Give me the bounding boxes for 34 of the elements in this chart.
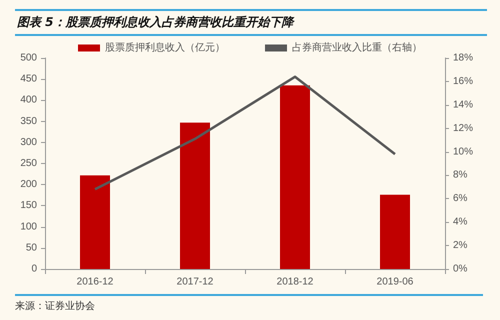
y-tick-label: 250 <box>20 158 38 169</box>
bar <box>180 122 210 269</box>
x-tick-label: 2019-06 <box>376 276 414 288</box>
y2-tick-label: 16% <box>453 76 474 87</box>
y2-tick-label: 18% <box>453 52 474 64</box>
y2-tick-label: 0% <box>453 264 468 274</box>
y-tick-label: 500 <box>20 52 38 64</box>
y-tick-label: 150 <box>20 200 38 212</box>
y-tick-label: 0 <box>31 264 38 274</box>
legend-label: 占券商营业收入比重（右轴） <box>292 42 422 54</box>
y2-tick-label: 14% <box>453 99 474 110</box>
y2-tick-label: 10% <box>453 146 474 158</box>
y-tick-label: 50 <box>26 242 38 254</box>
line-series <box>94 76 396 191</box>
bar <box>80 175 110 269</box>
y-tick-label: 350 <box>20 116 38 127</box>
x-tick-label: 2018-12 <box>276 276 314 288</box>
legend-label: 股票质押利息收入（亿元） <box>105 42 225 54</box>
y2-tick-label: 4% <box>453 216 468 228</box>
y2-tick-label: 2% <box>453 240 468 252</box>
bar <box>380 194 410 269</box>
y2-tick-label: 8% <box>453 170 468 181</box>
x-tick-label: 2016-12 <box>76 276 114 288</box>
bar <box>280 85 310 269</box>
y-tick-label: 100 <box>20 221 38 232</box>
x-tick-label: 2017-12 <box>176 276 214 288</box>
y-tick-label: 450 <box>20 74 38 85</box>
y-tick-label: 400 <box>20 94 38 106</box>
y-tick-label: 200 <box>20 179 38 190</box>
chart-title: 图表 5：股票质押利息收入占券商营收比重开始下降 <box>15 9 487 36</box>
y2-tick-label: 6% <box>453 193 468 204</box>
y2-tick-label: 12% <box>453 122 474 134</box>
y-tick-label: 300 <box>20 136 38 148</box>
source-note: 来源：证券业协会 <box>15 294 483 313</box>
